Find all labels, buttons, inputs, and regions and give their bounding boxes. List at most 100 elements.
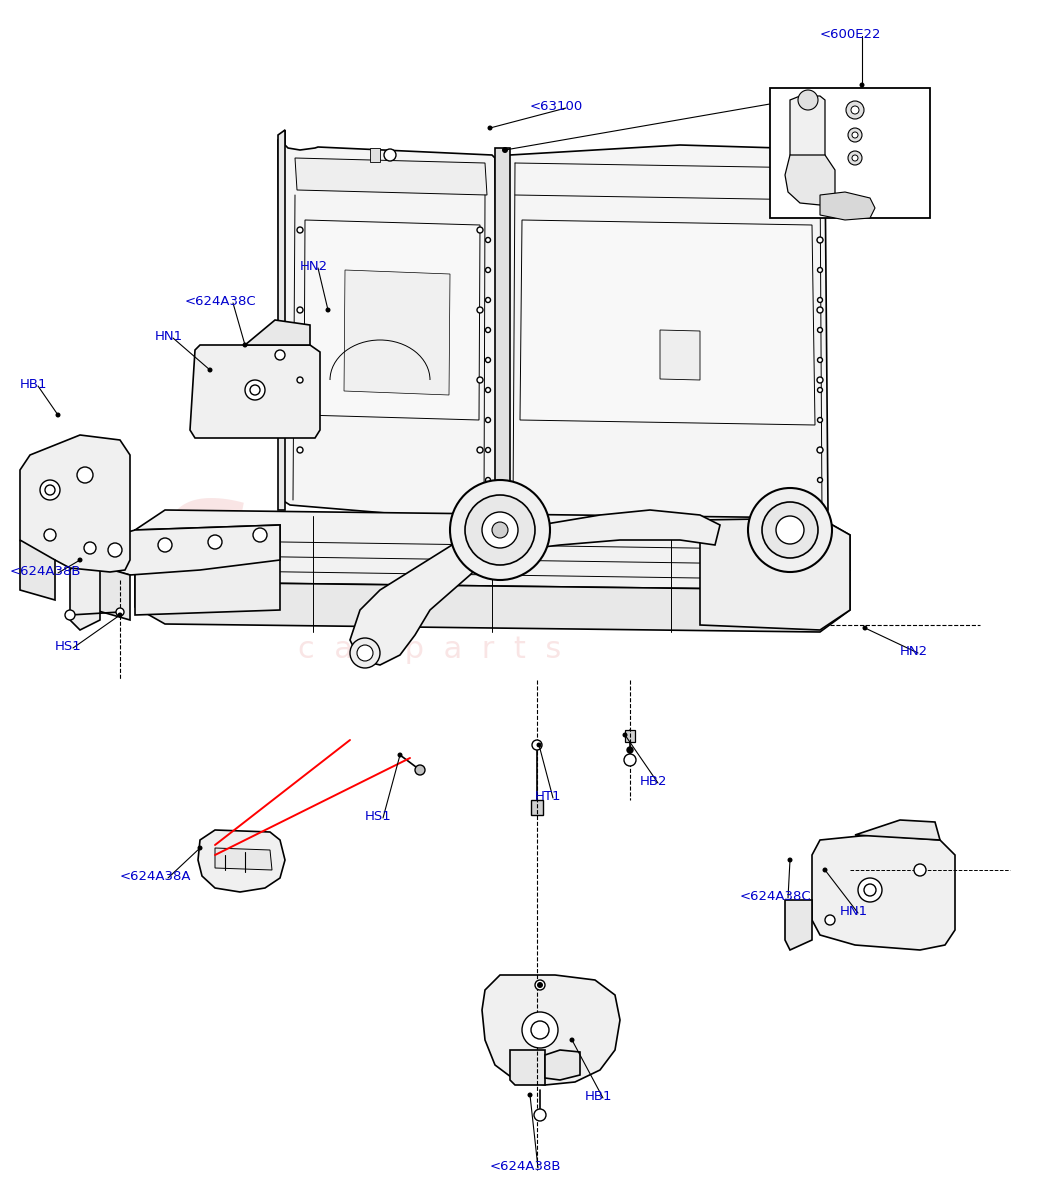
Polygon shape [545, 1050, 580, 1080]
Polygon shape [95, 565, 130, 620]
Circle shape [817, 358, 823, 362]
Circle shape [486, 418, 490, 422]
Polygon shape [70, 540, 100, 630]
Text: HT1: HT1 [535, 790, 562, 803]
Circle shape [44, 529, 56, 541]
Text: <624A38B: <624A38B [490, 1160, 562, 1174]
Circle shape [357, 646, 373, 661]
Circle shape [486, 448, 490, 452]
Text: <624A38C: <624A38C [185, 295, 257, 308]
Circle shape [208, 535, 222, 550]
Circle shape [817, 328, 823, 332]
Circle shape [450, 480, 550, 580]
Polygon shape [135, 510, 850, 590]
Circle shape [77, 467, 93, 482]
Circle shape [569, 1038, 574, 1043]
Polygon shape [660, 330, 700, 380]
Circle shape [297, 227, 303, 233]
Circle shape [537, 982, 543, 988]
Polygon shape [215, 848, 272, 870]
Circle shape [762, 502, 818, 558]
Polygon shape [785, 155, 835, 205]
Polygon shape [350, 540, 490, 665]
Circle shape [116, 608, 124, 616]
Circle shape [297, 307, 303, 313]
Circle shape [817, 388, 823, 392]
Circle shape [297, 446, 303, 452]
Circle shape [846, 101, 864, 119]
Text: <624A38A: <624A38A [120, 870, 191, 883]
Circle shape [56, 413, 61, 418]
Polygon shape [535, 510, 720, 548]
Circle shape [384, 149, 396, 161]
Circle shape [486, 298, 490, 302]
Bar [770, 88, 930, 218]
Circle shape [118, 612, 122, 618]
Circle shape [84, 542, 96, 554]
Circle shape [40, 480, 60, 500]
Polygon shape [20, 434, 130, 572]
Polygon shape [190, 346, 320, 438]
Circle shape [825, 914, 835, 925]
Circle shape [852, 132, 858, 138]
Circle shape [748, 488, 832, 572]
Circle shape [848, 128, 862, 142]
Circle shape [531, 1021, 549, 1039]
Polygon shape [370, 148, 380, 162]
Circle shape [477, 307, 483, 313]
Circle shape [198, 846, 202, 851]
Circle shape [350, 638, 380, 668]
Circle shape [817, 418, 823, 422]
Circle shape [817, 238, 823, 242]
Polygon shape [295, 158, 487, 194]
Circle shape [623, 732, 627, 738]
Circle shape [487, 126, 492, 131]
Circle shape [486, 358, 490, 362]
Circle shape [477, 377, 483, 383]
Polygon shape [531, 800, 543, 815]
Circle shape [627, 746, 633, 754]
Polygon shape [505, 145, 828, 522]
Circle shape [492, 522, 508, 538]
Text: HB1: HB1 [20, 378, 47, 391]
Circle shape [624, 754, 636, 766]
Polygon shape [510, 1050, 545, 1085]
Circle shape [817, 236, 823, 242]
Circle shape [486, 238, 490, 242]
Polygon shape [790, 96, 825, 160]
Circle shape [817, 377, 823, 383]
Text: Sander: Sander [157, 497, 684, 624]
Circle shape [859, 83, 865, 88]
Polygon shape [304, 220, 480, 420]
Circle shape [297, 377, 303, 383]
Polygon shape [245, 320, 310, 346]
Circle shape [477, 227, 483, 233]
Circle shape [788, 858, 792, 863]
Text: HN2: HN2 [300, 260, 328, 272]
Circle shape [858, 878, 882, 902]
Circle shape [823, 868, 828, 872]
Polygon shape [278, 130, 285, 510]
Circle shape [207, 367, 213, 372]
Circle shape [108, 542, 122, 557]
Circle shape [817, 446, 823, 452]
Circle shape [482, 512, 518, 548]
Circle shape [914, 864, 926, 876]
Circle shape [78, 558, 82, 563]
Circle shape [817, 268, 823, 272]
Circle shape [245, 380, 265, 400]
Text: HN1: HN1 [839, 905, 868, 918]
Circle shape [863, 625, 868, 630]
Circle shape [848, 151, 862, 164]
Polygon shape [135, 526, 280, 614]
Circle shape [398, 752, 403, 757]
Polygon shape [820, 192, 875, 220]
Circle shape [414, 766, 425, 775]
Text: c  a  r  p  a  r  t  s: c a r p a r t s [299, 636, 562, 665]
Circle shape [502, 146, 508, 152]
Circle shape [65, 610, 75, 620]
Text: HB2: HB2 [640, 775, 668, 788]
Polygon shape [198, 830, 285, 892]
Circle shape [864, 884, 876, 896]
Circle shape [527, 1092, 532, 1098]
